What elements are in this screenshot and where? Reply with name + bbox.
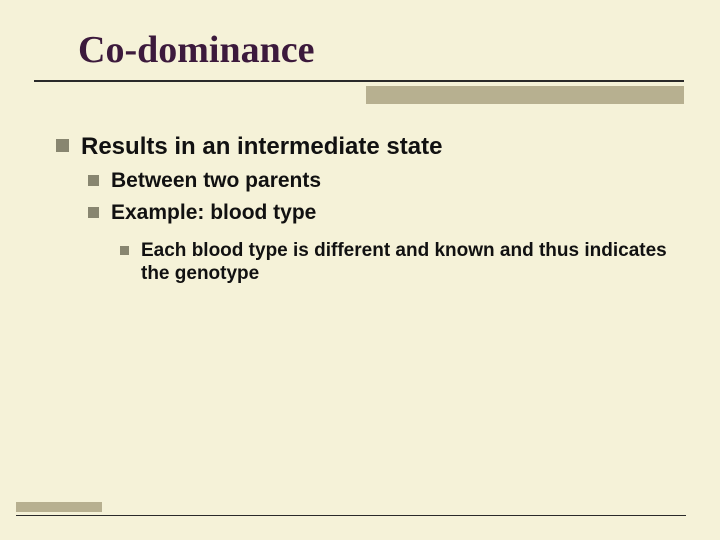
bullet-level3: Each blood type is different and known a… [120, 239, 690, 287]
bullet-text: Between two parents [111, 168, 690, 194]
bullet-level2: Between two parents [88, 168, 690, 194]
square-bullet-icon [120, 246, 129, 255]
bullet-text: Each blood type is different and known a… [141, 239, 690, 287]
square-bullet-icon [56, 139, 69, 152]
slide-title: Co-dominance [78, 28, 314, 72]
footer-rule [16, 515, 686, 516]
bullet-level1: Results in an intermediate state [56, 132, 690, 162]
bullet-text: Results in an intermediate state [81, 132, 690, 162]
bullet-text: Example: blood type [111, 200, 690, 226]
title-underline [34, 80, 684, 82]
footer-accent-bar [16, 502, 102, 512]
slide-content: Results in an intermediate state Between… [56, 132, 690, 292]
bullet-level2: Example: blood type [88, 200, 690, 226]
title-accent-bar [366, 86, 684, 104]
square-bullet-icon [88, 207, 99, 218]
square-bullet-icon [88, 175, 99, 186]
